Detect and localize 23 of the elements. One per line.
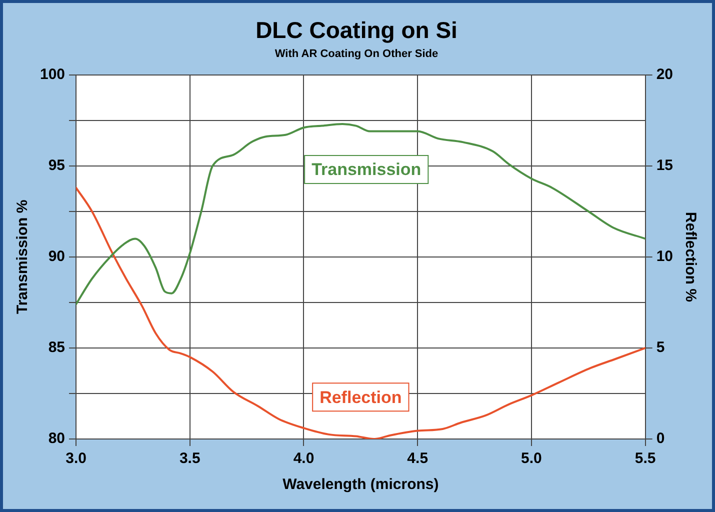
y-tick-label: 95: [48, 156, 66, 174]
series-label: Reflection: [320, 388, 402, 407]
y-tick-label: 100: [40, 66, 66, 83]
x-tick-label: 4.0: [293, 450, 314, 468]
y2-tick-label: 15: [656, 156, 674, 174]
y2-tick-label: 20: [656, 66, 674, 83]
y2-tick-label: 0: [656, 430, 665, 448]
y-tick-label: 90: [48, 248, 66, 266]
x-axis-title: Wavelength (microns): [282, 476, 439, 494]
chart-subtitle: With AR Coating On Other Side: [274, 48, 438, 60]
x-tick-label: 5.0: [521, 450, 542, 468]
x-tick-label: 3.5: [179, 450, 200, 468]
y2-tick-label: 10: [656, 248, 674, 266]
x-tick-label: 3.0: [66, 450, 86, 468]
series-label: Transmission: [312, 160, 422, 180]
y-axis-title: Transmission %: [14, 200, 32, 314]
y2-axis-title: Reflection %: [682, 212, 699, 302]
y2-tick-label: 5: [656, 339, 665, 356]
x-tick-label: 5.5: [634, 450, 656, 468]
y-tick-label: 85: [48, 339, 66, 356]
y-tick-label: 80: [48, 430, 66, 448]
x-tick-label: 4.5: [407, 450, 428, 468]
chart-title: DLC Coating on Si: [256, 17, 458, 44]
